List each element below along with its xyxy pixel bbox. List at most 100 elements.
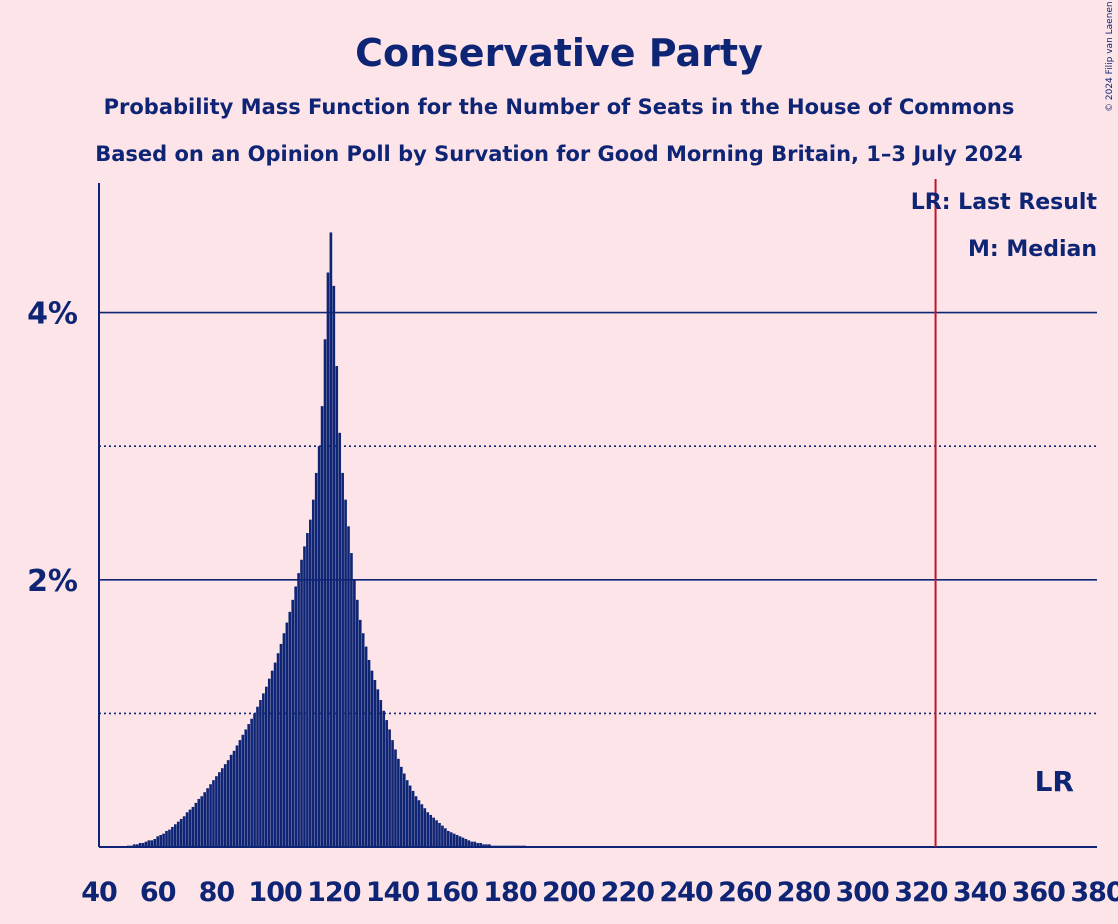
x-tick-labels: 40 60 80 100 120 140 160 180 200 220 240 260 280 300 3… <box>81 877 1118 908</box>
x-tick-label-260: 260 <box>718 877 772 908</box>
bar-100 <box>273 662 277 847</box>
bar-82 <box>220 768 224 847</box>
x-tick-label-360: 360 <box>1012 877 1066 908</box>
y-tick-label-4: 4% <box>27 297 78 332</box>
chart-subtitle-2: Based on an Opinion Poll by Survation fo… <box>95 142 1023 166</box>
bar-165 <box>464 838 468 847</box>
x-tick-label-320: 320 <box>894 877 948 908</box>
bar-145 <box>405 780 409 847</box>
bar-78 <box>209 784 212 847</box>
bar-122 <box>338 432 342 847</box>
gridlines <box>99 311 1097 715</box>
bar-168 <box>473 841 477 847</box>
bar-54 <box>138 842 142 847</box>
bar-99 <box>270 670 274 847</box>
bar-120 <box>332 285 336 847</box>
copyright-note: © 2024 Filip van Laenen <box>1105 1 1115 112</box>
bar-163 <box>458 836 462 847</box>
bar-142 <box>397 758 400 847</box>
bar-61 <box>159 834 162 847</box>
bar-162 <box>455 834 459 847</box>
x-tick-label-120: 120 <box>307 877 361 908</box>
bar-62 <box>162 833 165 847</box>
bar-88 <box>238 740 242 847</box>
bar-59 <box>153 838 157 847</box>
bar-123 <box>341 472 344 847</box>
bar-58 <box>150 840 154 847</box>
bar-140 <box>391 740 394 847</box>
x-tick-label-200: 200 <box>542 877 596 908</box>
bar-95 <box>259 700 262 847</box>
legend-median: M: Median <box>968 237 1097 262</box>
y-tick-labels: 2% 4% <box>27 297 78 599</box>
bar-87 <box>235 745 239 847</box>
bar-94 <box>256 706 259 847</box>
bar-108 <box>297 573 300 847</box>
bar-73 <box>194 802 198 847</box>
bar-131 <box>364 646 368 847</box>
bar-114 <box>314 472 318 847</box>
bar-144 <box>402 773 406 847</box>
bar-75 <box>200 796 204 847</box>
bar-119 <box>329 232 333 847</box>
bar-102 <box>279 643 283 847</box>
bar-89 <box>241 734 245 847</box>
bar-111 <box>306 533 309 847</box>
bar-72 <box>191 806 195 847</box>
bar-121 <box>335 366 339 847</box>
bar-97 <box>264 686 268 847</box>
bar-60 <box>156 836 160 847</box>
bar-69 <box>182 816 186 847</box>
bar-77 <box>206 788 209 847</box>
bar-136 <box>379 700 383 847</box>
bar-167 <box>470 841 474 847</box>
bar-55 <box>141 842 145 847</box>
bar-66 <box>173 824 177 847</box>
bar-125 <box>347 526 350 847</box>
bar-160 <box>449 832 453 847</box>
x-tick-label-80: 80 <box>199 877 235 908</box>
bar-154 <box>432 817 435 847</box>
bar-159 <box>446 830 450 847</box>
bar-107 <box>294 586 297 847</box>
chart-subtitle-1: Probability Mass Function for the Number… <box>104 95 1015 119</box>
x-tick-label-340: 340 <box>953 877 1007 908</box>
bar-147 <box>411 790 415 847</box>
bar-153 <box>429 814 433 847</box>
bar-84 <box>226 760 230 847</box>
bar-150 <box>420 804 424 847</box>
bar-63 <box>165 830 168 847</box>
x-tick-label-280: 280 <box>777 877 831 908</box>
bar-85 <box>229 754 233 847</box>
bar-93 <box>253 713 256 847</box>
bar-139 <box>388 729 391 847</box>
bar-148 <box>414 796 418 847</box>
bar-109 <box>300 559 303 847</box>
bar-92 <box>250 718 253 847</box>
axes-group <box>98 183 1097 848</box>
bar-104 <box>285 622 289 847</box>
bar-155 <box>435 820 438 847</box>
bar-166 <box>467 840 471 847</box>
x-tick-label-160: 160 <box>425 877 479 908</box>
bar-170 <box>479 842 482 847</box>
bar-132 <box>367 659 371 847</box>
bar-141 <box>394 749 397 847</box>
bar-157 <box>441 825 444 847</box>
bar-64 <box>168 829 171 847</box>
bar-127 <box>353 579 356 847</box>
x-tick-label-140: 140 <box>366 877 420 908</box>
bar-164 <box>461 837 465 847</box>
bar-101 <box>276 653 280 847</box>
bar-126 <box>350 553 353 847</box>
bar-76 <box>203 792 206 847</box>
bar-68 <box>179 818 183 847</box>
bar-129 <box>358 619 362 847</box>
bar-96 <box>262 693 265 847</box>
bars-group <box>127 232 526 848</box>
bar-103 <box>282 633 286 847</box>
bar-156 <box>438 822 441 847</box>
bar-149 <box>417 800 421 847</box>
bar-112 <box>309 519 312 847</box>
